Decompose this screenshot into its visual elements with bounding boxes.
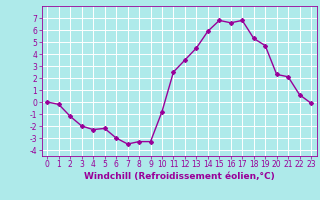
X-axis label: Windchill (Refroidissement éolien,°C): Windchill (Refroidissement éolien,°C) (84, 172, 275, 181)
